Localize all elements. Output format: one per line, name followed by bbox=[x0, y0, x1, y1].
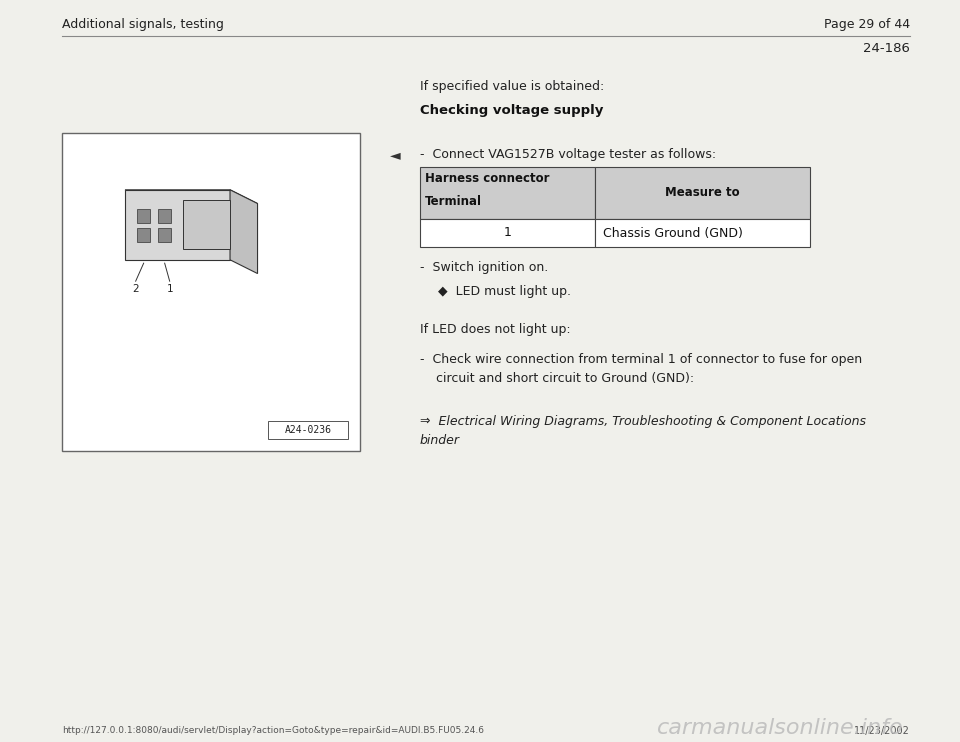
Text: 1: 1 bbox=[166, 284, 173, 294]
Text: carmanualsonline.info: carmanualsonline.info bbox=[657, 718, 903, 738]
Polygon shape bbox=[137, 209, 150, 223]
Text: A24-0236: A24-0236 bbox=[284, 425, 331, 435]
Text: -  Switch ignition on.: - Switch ignition on. bbox=[420, 261, 548, 274]
FancyBboxPatch shape bbox=[420, 167, 595, 219]
Polygon shape bbox=[158, 209, 171, 223]
Text: 24-186: 24-186 bbox=[863, 42, 910, 55]
Text: http://127.0.0.1:8080/audi/servlet/Display?action=Goto&type=repair&id=AUDI.B5.FU: http://127.0.0.1:8080/audi/servlet/Displ… bbox=[62, 726, 484, 735]
Polygon shape bbox=[158, 229, 171, 242]
Text: Terminal: Terminal bbox=[425, 195, 482, 208]
Text: Checking voltage supply: Checking voltage supply bbox=[420, 104, 604, 117]
Text: 11/23/2002: 11/23/2002 bbox=[854, 726, 910, 736]
Text: ⇒  Electrical Wiring Diagrams, Troubleshooting & Component Locations
binder: ⇒ Electrical Wiring Diagrams, Troublesho… bbox=[420, 415, 866, 447]
Text: If specified value is obtained:: If specified value is obtained: bbox=[420, 80, 604, 93]
Text: Page 29 of 44: Page 29 of 44 bbox=[824, 18, 910, 31]
Text: -  Check wire connection from terminal 1 of connector to fuse for open
    circu: - Check wire connection from terminal 1 … bbox=[420, 353, 862, 385]
Text: Chassis Ground (GND): Chassis Ground (GND) bbox=[603, 226, 743, 240]
Text: ◆  LED must light up.: ◆ LED must light up. bbox=[438, 285, 571, 298]
Text: 2: 2 bbox=[132, 284, 139, 294]
FancyBboxPatch shape bbox=[595, 219, 810, 247]
Text: Additional signals, testing: Additional signals, testing bbox=[62, 18, 224, 31]
Polygon shape bbox=[230, 190, 257, 274]
FancyBboxPatch shape bbox=[595, 167, 810, 219]
FancyBboxPatch shape bbox=[62, 133, 360, 451]
Text: 1: 1 bbox=[504, 226, 512, 240]
Text: ◄: ◄ bbox=[390, 148, 400, 162]
FancyBboxPatch shape bbox=[268, 421, 348, 439]
Polygon shape bbox=[137, 229, 150, 242]
Polygon shape bbox=[182, 200, 230, 249]
Polygon shape bbox=[125, 190, 230, 260]
Text: If LED does not light up:: If LED does not light up: bbox=[420, 323, 570, 336]
Text: -  Connect VAG1527B voltage tester as follows:: - Connect VAG1527B voltage tester as fol… bbox=[420, 148, 716, 161]
Polygon shape bbox=[125, 190, 257, 203]
Text: Harness connector: Harness connector bbox=[425, 172, 549, 185]
FancyBboxPatch shape bbox=[420, 219, 595, 247]
Text: Measure to: Measure to bbox=[665, 186, 740, 200]
